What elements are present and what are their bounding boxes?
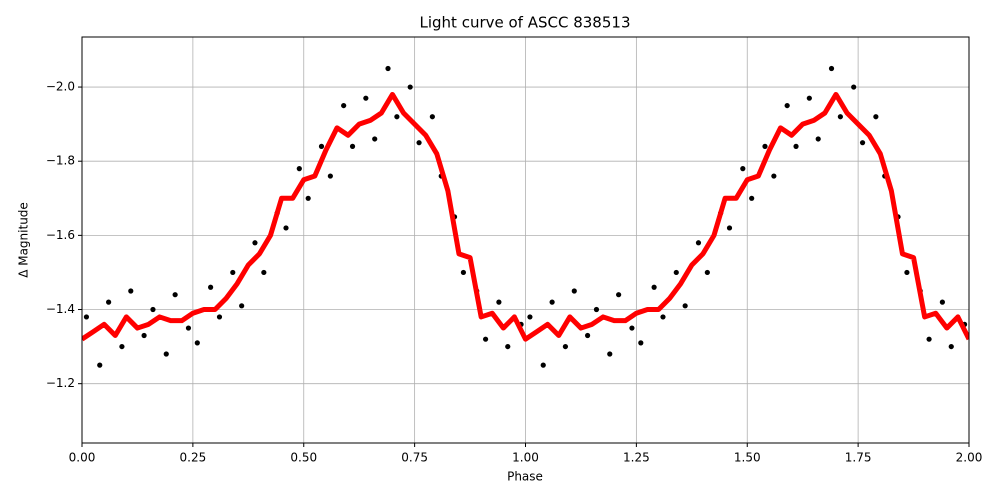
data-point — [660, 314, 666, 320]
data-point — [194, 340, 200, 346]
data-point — [859, 140, 866, 146]
x-tick-label: 0.25 — [180, 451, 207, 465]
x-tick-label: 0.50 — [290, 451, 317, 465]
data-point — [482, 336, 489, 342]
data-point — [119, 343, 125, 350]
plot-frame — [81, 36, 970, 444]
data-point — [939, 299, 945, 305]
data-point — [784, 102, 790, 109]
y-tick-label: −1.4 — [46, 302, 75, 316]
data-point — [629, 325, 635, 331]
data-point — [704, 269, 710, 276]
data-point — [815, 136, 821, 142]
data-point — [163, 351, 169, 357]
data-point — [239, 303, 245, 309]
data-point — [851, 84, 857, 90]
data-point — [948, 343, 954, 350]
data-point — [593, 306, 600, 313]
data-point — [562, 343, 569, 350]
data-point — [230, 269, 236, 276]
data-point — [416, 140, 422, 146]
x-tick-label: 0.00 — [69, 451, 96, 465]
data-point — [208, 284, 214, 290]
data-point — [460, 269, 467, 276]
data-point — [363, 95, 369, 101]
data-point — [185, 325, 192, 331]
data-point — [128, 288, 134, 294]
x-tick-label: 0.75 — [401, 451, 428, 465]
data-point — [607, 351, 613, 357]
data-point — [97, 362, 103, 368]
y-tick-label: −1.8 — [46, 154, 75, 168]
data-point — [695, 240, 702, 246]
data-point — [283, 225, 289, 231]
data-point — [429, 114, 435, 120]
data-point — [806, 95, 812, 101]
data-point — [296, 166, 302, 172]
data-point — [496, 299, 502, 305]
data-point — [385, 65, 391, 72]
data-point — [571, 288, 577, 294]
data-point — [793, 143, 799, 149]
x-tick-label: 1.00 — [512, 451, 539, 465]
data-point — [150, 306, 156, 313]
x-axis-label: Phase — [507, 470, 543, 484]
data-point — [327, 173, 333, 179]
data-point — [261, 269, 267, 276]
y-tick-label: −2.0 — [46, 80, 75, 94]
data-point — [682, 303, 688, 309]
data-point — [172, 292, 178, 298]
data-point — [83, 314, 90, 320]
y-tick-label: −1.2 — [46, 376, 75, 390]
x-tick-label: 2.00 — [956, 451, 983, 465]
data-point — [837, 114, 843, 120]
data-point — [341, 102, 347, 109]
data-point — [527, 314, 533, 320]
data-point — [584, 332, 591, 339]
data-point — [505, 343, 511, 350]
data-point — [740, 166, 746, 172]
binned-line — [82, 91, 969, 342]
data-point — [540, 362, 546, 368]
data-point — [616, 292, 622, 298]
data-point — [726, 225, 733, 231]
data-point — [407, 84, 413, 90]
data-point — [828, 65, 835, 72]
data-point — [252, 240, 258, 246]
data-point — [873, 114, 879, 120]
x-tick-label: 1.50 — [734, 451, 761, 465]
data-point — [394, 114, 400, 120]
data-point — [771, 173, 777, 179]
data-point — [106, 299, 112, 305]
data-point — [638, 340, 644, 346]
data-point — [141, 332, 147, 339]
data-point — [762, 143, 768, 149]
data-point — [904, 269, 910, 276]
y-tick-label: −1.6 — [46, 228, 75, 242]
data-point — [372, 136, 378, 142]
x-tick-label: 1.75 — [845, 451, 872, 465]
data-point — [349, 143, 356, 149]
data-point — [216, 314, 223, 320]
data-point — [651, 284, 657, 290]
data-point — [318, 143, 325, 149]
data-point — [549, 299, 555, 305]
x-tick-label: 1.25 — [623, 451, 650, 465]
y-axis-label: Δ Magnitude — [17, 202, 31, 278]
data-point — [749, 195, 755, 201]
data-point — [926, 336, 932, 342]
chart-title: Light curve of ASCC 838513 — [420, 14, 631, 32]
data-point — [305, 195, 311, 201]
data-point — [673, 269, 679, 276]
plot-area — [82, 65, 969, 368]
